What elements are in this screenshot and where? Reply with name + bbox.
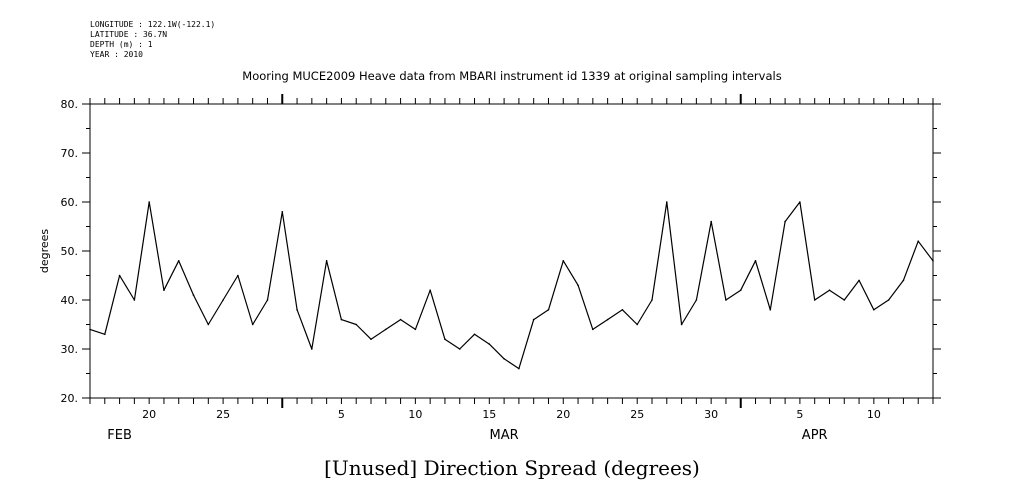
y-tick-label: 20. [61,392,79,405]
plot-frame [89,103,934,399]
x-tick-label: 10 [408,408,422,421]
chart-metadata: LONGITUDE : 122.1W(-122.1) LATITUDE : 36… [90,20,215,60]
series-line [89,201,934,370]
data-point [577,284,579,287]
y-axis-ticks: 20. 30. 40. 50. 60. 70. 80. [61,98,941,405]
data-point [118,274,121,277]
data-point [148,201,150,203]
x-tick-label: 20 [142,408,156,421]
variable-title: [Unused] Direction Spread (degrees) [324,456,700,480]
data-point [680,323,683,326]
data-point [370,338,372,341]
data-point [473,333,476,336]
data-point [725,299,727,301]
data-point [384,328,387,331]
data-point [503,358,505,360]
data-point [399,318,402,321]
data-point [799,201,801,203]
data-point [562,260,565,262]
month-label: APR [802,428,828,443]
data-point [769,309,772,311]
y-tick-label: 40. [61,294,79,307]
data-point [325,260,328,262]
data-point [340,318,343,321]
data-point [192,294,195,296]
data-point [414,328,417,331]
data-point [710,220,712,223]
data-point [887,299,890,301]
data-point [843,299,846,301]
data-point [754,260,757,262]
month-label: MAR [490,428,519,443]
x-tick-label: 25 [630,408,644,421]
data-point [606,318,609,321]
data-point [665,201,668,203]
data-point [532,318,535,321]
x-tick-label: 5 [338,408,345,421]
y-tick-label: 50. [61,245,79,258]
y-tick-label: 60. [61,196,79,209]
series-group [89,201,934,370]
data-point [784,220,786,223]
data-point [163,289,165,292]
depth-line: DEPTH (m) : 1 [90,40,153,49]
longitude-line: LONGITUDE : 122.1W(-122.1) [90,20,216,29]
data-point [621,309,624,311]
y-axis-label: degrees [38,229,51,274]
x-tick-label: 10 [867,408,881,421]
data-point [103,333,106,336]
y-tick-label: 70. [61,147,79,160]
data-point [932,260,934,262]
month-label: FEB [107,428,132,443]
data-point [311,348,313,350]
data-point [695,299,698,301]
data-point [518,367,520,370]
data-point [651,299,653,301]
data-point [739,289,742,292]
data-point [547,309,550,311]
data-point [858,279,860,282]
data-point [177,260,180,262]
data-point [222,299,224,301]
data-point [207,323,210,326]
y-tick-label: 30. [61,343,79,356]
data-point [917,240,920,242]
data-point [237,274,239,277]
year-line: YEAR : 2010 [90,50,143,59]
x-axis-ticks: 20 25 5 10 15 20 25 30 5 10 FEB MAR APR [89,94,934,443]
y-tick-label: 80. [61,98,79,111]
data-point [444,338,446,341]
data-point [251,323,254,326]
data-point [281,211,284,213]
x-tick-label: 5 [796,408,803,421]
data-point [133,299,136,301]
x-tick-label: 20 [556,408,570,421]
data-point [636,323,639,326]
data-point [296,309,298,311]
data-point [89,328,91,331]
data-point [813,299,816,301]
data-point [902,279,905,282]
data-point [429,289,431,292]
x-tick-label: 25 [216,408,230,421]
x-tick-label: 15 [482,408,496,421]
data-point [488,343,491,345]
latitude-line: LATITUDE : 36.7N [90,30,168,39]
data-point [355,323,358,326]
data-point [592,328,594,331]
data-point [873,309,875,311]
data-point [266,299,269,301]
data-point [458,348,461,350]
chart-title: Mooring MUCE2009 Heave data from MBARI i… [242,69,781,83]
data-point [828,289,831,292]
x-tick-label: 30 [704,408,718,421]
